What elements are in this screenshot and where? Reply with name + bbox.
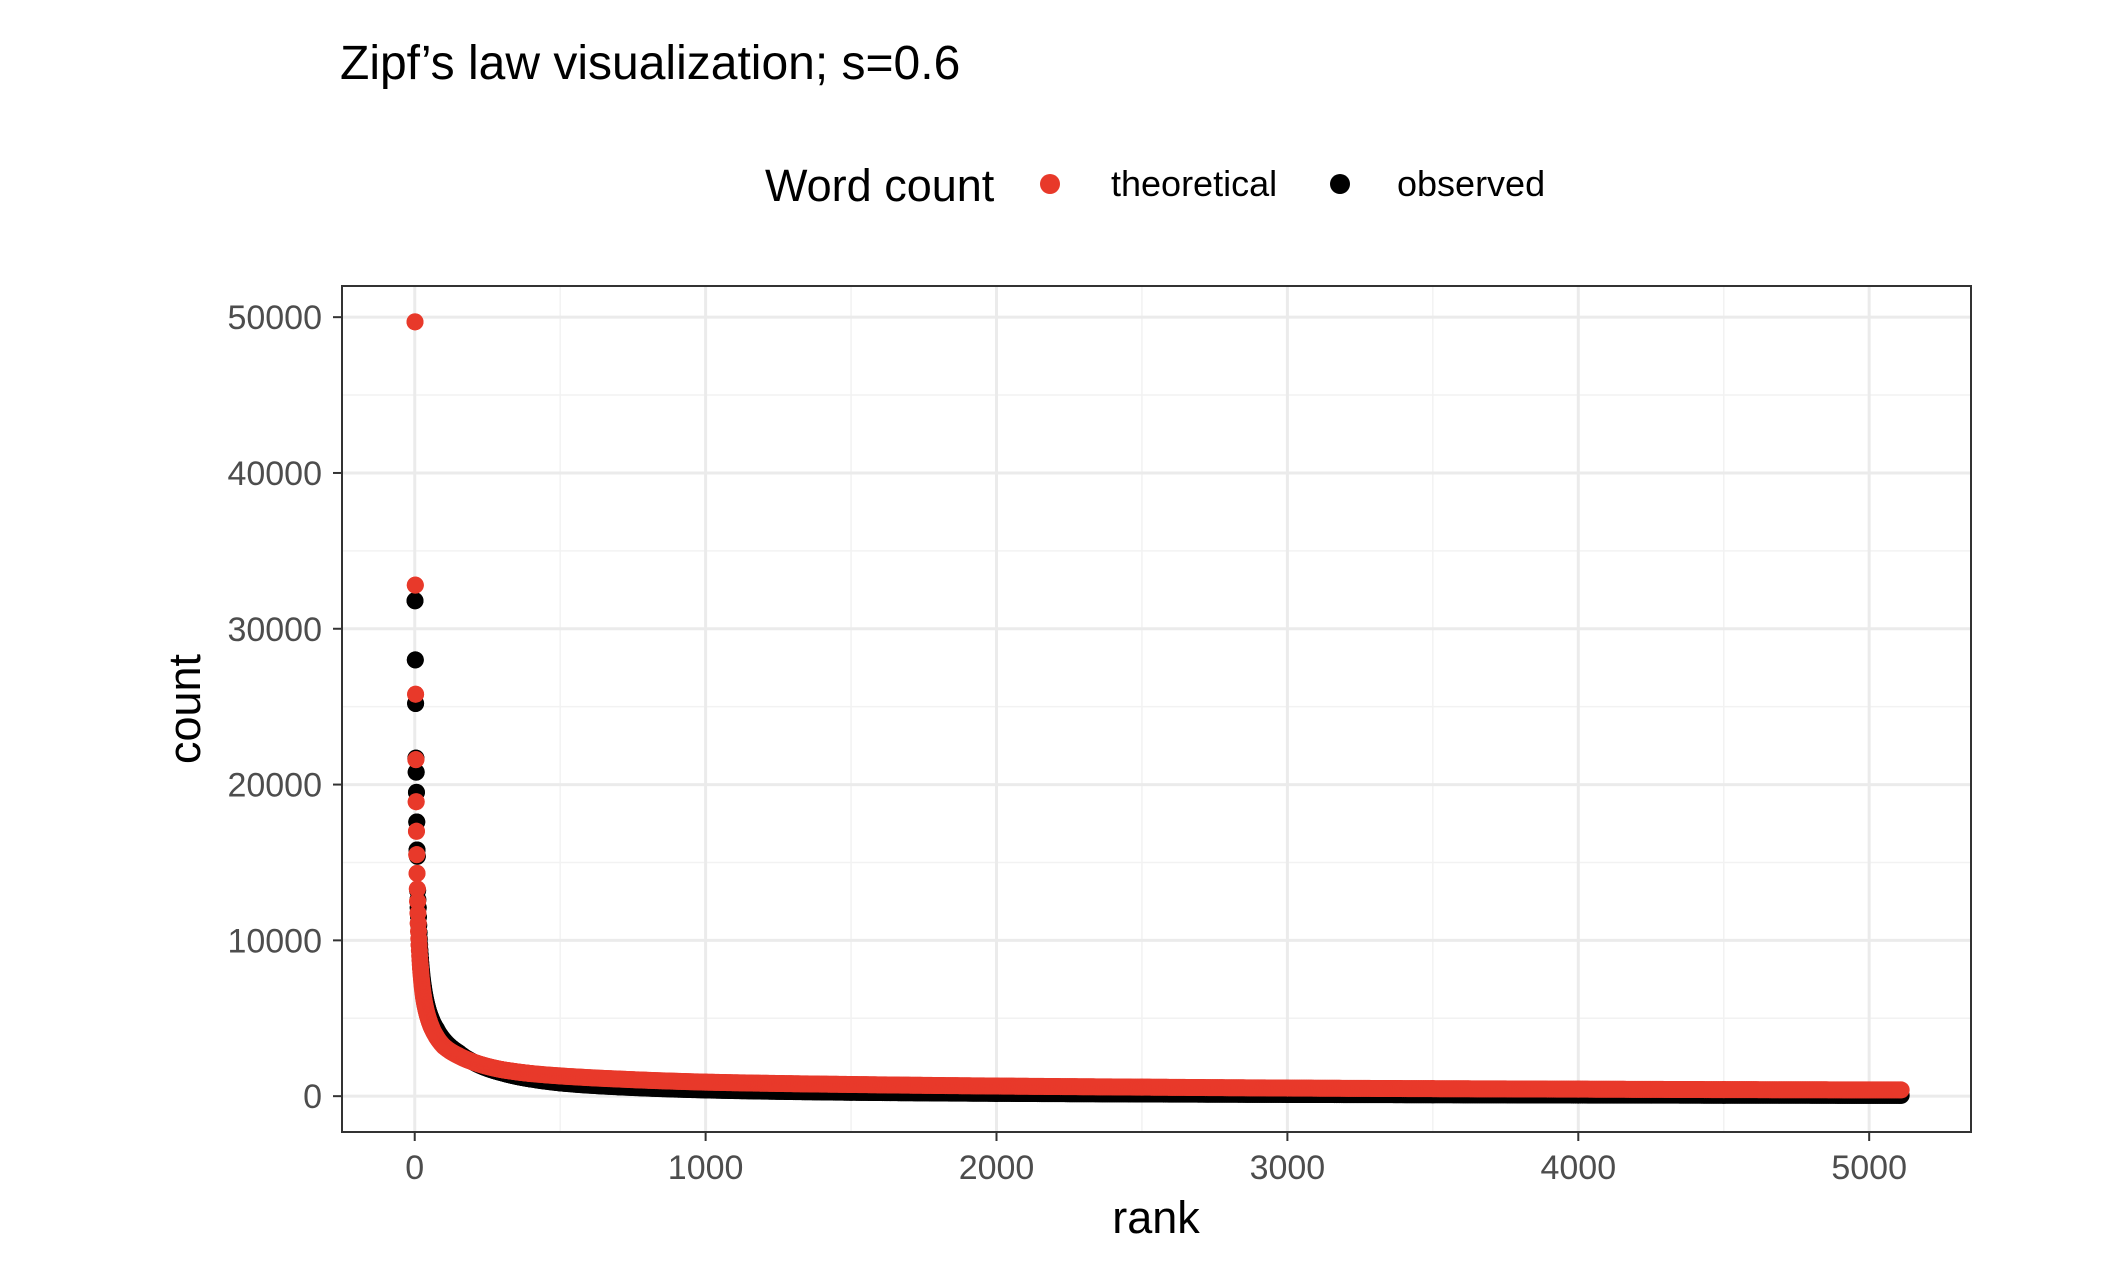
legend-key-theoretical	[1040, 174, 1060, 194]
y-tick-label: 30000	[227, 611, 322, 649]
grid	[342, 286, 1971, 1132]
x-axis-title: rank	[1112, 1192, 1200, 1243]
legend-label-observed: observed	[1397, 163, 1546, 204]
y-tick-label: 0	[303, 1078, 322, 1116]
point-theoretical	[406, 313, 424, 331]
y-axis-title: count	[159, 653, 210, 764]
point-theoretical	[407, 751, 425, 769]
x-tick-label: 2000	[959, 1149, 1035, 1187]
point-theoretical	[408, 864, 426, 882]
x-tick-label: 5000	[1831, 1149, 1907, 1187]
point-theoretical	[408, 846, 426, 864]
point-theoretical	[407, 822, 425, 840]
point-theoretical	[406, 576, 424, 594]
point-observed	[407, 763, 425, 781]
x-tick-label: 3000	[1250, 1149, 1326, 1187]
legend-title: Word count	[765, 160, 995, 211]
point-theoretical	[407, 685, 425, 703]
series-theoretical	[406, 313, 1910, 1099]
point-observed	[406, 592, 424, 610]
panel-background	[342, 286, 1971, 1132]
legend: Word count theoretical observed	[0, 150, 2120, 220]
axes: 0 1000 2000 3000 4000 50000100002000030000400…	[227, 299, 1907, 1187]
legend-key-observed	[1330, 174, 1350, 194]
point-theoretical	[408, 880, 426, 898]
y-tick-label: 20000	[227, 767, 322, 805]
legend-label-theoretical: theoretical	[1111, 163, 1278, 204]
y-tick-label: 10000	[227, 922, 322, 960]
y-tick-label: 50000	[227, 299, 322, 337]
x-tick-label: 1000	[668, 1149, 744, 1187]
point-observed	[406, 651, 424, 669]
panel-border	[341, 285, 1972, 1133]
data-points	[406, 313, 1910, 1104]
chart-title: Zipf’s law visualization; s=0.6	[340, 37, 961, 90]
point-theoretical	[407, 793, 425, 811]
point-theoretical	[1891, 1081, 1909, 1099]
x-tick-label: 0	[405, 1149, 424, 1187]
x-tick-label: 4000	[1540, 1149, 1616, 1187]
y-tick-label: 40000	[227, 455, 322, 493]
